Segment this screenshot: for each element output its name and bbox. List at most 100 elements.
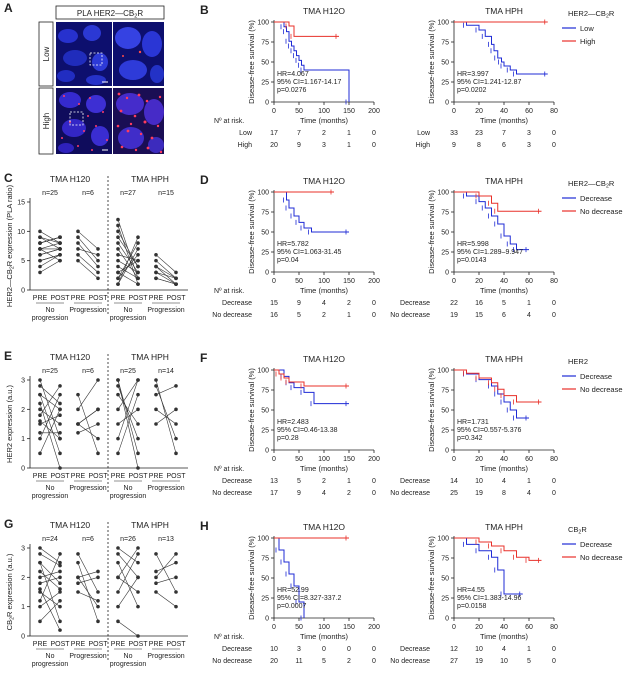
at-risk-value: 8 xyxy=(502,490,506,497)
pair-line xyxy=(155,577,177,584)
x-tick-label: 80 xyxy=(550,278,558,285)
post-point xyxy=(174,422,178,426)
at-risk-value: 4 xyxy=(527,312,531,319)
at-risk-value: 19 xyxy=(450,312,458,319)
hazard-stat: 95% CI=1.289–9.947 xyxy=(457,249,523,256)
post-point xyxy=(58,422,62,426)
y-tick-label: 0 xyxy=(445,270,449,277)
pair-line xyxy=(39,562,61,584)
group-n: n=13 xyxy=(158,536,174,543)
pre-label: PRE xyxy=(33,295,48,302)
at-risk-value: 0 xyxy=(322,646,326,653)
row-label-box-low xyxy=(38,21,54,87)
pair-line xyxy=(155,260,177,279)
at-risk-value: 33 xyxy=(450,130,458,137)
group-n: n=14 xyxy=(158,368,174,375)
pre-point xyxy=(38,587,42,591)
post-point xyxy=(96,378,100,382)
pre-point xyxy=(76,392,80,397)
legend-entry: No decrease xyxy=(580,385,623,394)
x-tick-label: 50 xyxy=(295,278,303,285)
pre-point xyxy=(76,581,80,585)
at-risk-value: 0 xyxy=(552,312,556,319)
pair-line xyxy=(117,562,139,607)
y-tick-label: 0 xyxy=(265,100,269,107)
at-risk-value: 1 xyxy=(347,142,351,149)
post-label: POST xyxy=(88,473,108,480)
row-label-low: Low xyxy=(42,46,51,61)
at-risk-value: 0 xyxy=(372,300,376,307)
pair-line xyxy=(155,266,177,279)
at-risk-value: 5 xyxy=(322,658,326,665)
pair-line xyxy=(155,272,177,279)
micrograph-high-zoom xyxy=(113,88,164,154)
legend-entry: No decrease xyxy=(580,553,623,562)
post-label: POST xyxy=(50,641,70,648)
post-point xyxy=(136,392,140,397)
legend-title: HER2—CB2R xyxy=(568,179,615,190)
y-tick-label: 25 xyxy=(261,80,269,87)
pre-point xyxy=(154,581,158,585)
x-tick-label: 0 xyxy=(452,624,456,631)
y-axis-label: Disease-free survival (%) xyxy=(427,190,436,274)
pre-point xyxy=(38,378,42,382)
pre-point xyxy=(38,451,42,456)
pair-line xyxy=(39,394,61,439)
hazard-stat: 95% CI=8.327-337.2 xyxy=(277,595,342,602)
legend-entry: Decrease xyxy=(580,540,612,549)
post-point xyxy=(58,599,62,603)
pair-line xyxy=(117,260,139,273)
pre-point xyxy=(76,590,80,594)
post-point xyxy=(174,384,178,388)
y-tick-label: 100 xyxy=(437,368,449,375)
post-point xyxy=(136,422,140,426)
at-risk-value: 0 xyxy=(372,646,376,653)
post-point xyxy=(96,599,100,603)
post-point xyxy=(174,590,178,594)
y-tick-label: 75 xyxy=(261,388,269,395)
hazard-stat: 95% CI=1.063-31.45 xyxy=(277,249,342,256)
pre-point xyxy=(76,407,80,412)
km-curve-blue xyxy=(454,21,548,75)
pre-point xyxy=(154,378,158,382)
post-point xyxy=(174,282,178,286)
x-tick-label: 60 xyxy=(525,624,533,631)
group-n: n=25 xyxy=(42,190,58,197)
post-point xyxy=(136,378,140,382)
pre-point xyxy=(116,241,120,245)
pair-line xyxy=(77,394,99,454)
at-risk-value: 0 xyxy=(372,142,376,149)
hazard-stat: HR=2.483 xyxy=(277,419,309,426)
post-label: POST xyxy=(50,295,70,302)
x-tick-label: 0 xyxy=(452,456,456,463)
x-tick-label: 20 xyxy=(475,278,483,285)
post-point xyxy=(136,451,140,456)
pair-line xyxy=(77,591,99,602)
at-risk-label: Nº at risk. xyxy=(214,288,244,295)
post-point xyxy=(58,413,62,418)
post-point xyxy=(136,560,140,565)
at-risk-value: 2 xyxy=(347,658,351,665)
hazard-stat: p=0.0158 xyxy=(457,603,486,610)
post-point xyxy=(136,276,140,281)
y-tick-label: 100 xyxy=(437,20,449,27)
at-risk-value: 10 xyxy=(475,478,483,485)
hazard-stat: 95% CI=0.557-5.376 xyxy=(457,427,522,434)
x-tick-label: 20 xyxy=(475,108,483,115)
chart-title: TMA HPH xyxy=(485,6,523,16)
group-label: Progression xyxy=(147,307,184,314)
post-label: POST xyxy=(166,295,186,302)
pre-label: PRE xyxy=(111,641,126,648)
pre-point xyxy=(116,407,120,412)
post-point xyxy=(58,581,62,585)
x-axis-label: Time (months) xyxy=(480,116,529,125)
tma-title: TMA H120 xyxy=(50,174,90,184)
at-risk-group: No decrease xyxy=(212,658,252,665)
group-label: No progression xyxy=(110,653,147,668)
x-tick-label: 0 xyxy=(272,624,276,631)
post-point xyxy=(58,407,62,412)
pre-point xyxy=(38,407,42,412)
at-risk-value: 0 xyxy=(552,646,556,653)
at-risk-value: 9 xyxy=(297,142,301,149)
